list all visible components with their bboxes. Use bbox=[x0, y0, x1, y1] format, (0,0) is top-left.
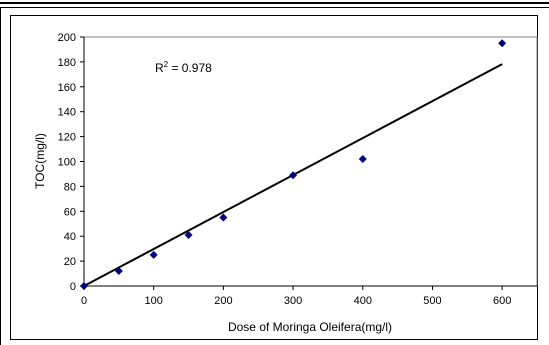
y-tick-label: 80 bbox=[64, 181, 76, 193]
points-group bbox=[80, 39, 507, 290]
x-tick-label: 100 bbox=[145, 295, 163, 307]
plot-area bbox=[83, 36, 538, 287]
axes: 0 20 40 60 80 100 120 140 160 180 200 0 100 200 300 400… bbox=[58, 32, 537, 307]
r-squared-annotation: R2 = 0.978 bbox=[155, 60, 212, 75]
x-tick-label: 0 bbox=[81, 295, 87, 307]
y-axis-title: TOC(mg/l) bbox=[33, 133, 47, 189]
page-left-rule bbox=[0, 8, 1, 345]
x-tick-label: 600 bbox=[493, 295, 511, 307]
data-point bbox=[80, 282, 88, 290]
data-point bbox=[289, 171, 298, 180]
y-tick-label: 40 bbox=[64, 231, 76, 243]
y-tick-label: 100 bbox=[58, 157, 76, 169]
x-axis-title: Dose of Moringa Oleifera(mg/l) bbox=[228, 320, 392, 334]
data-point bbox=[114, 267, 123, 276]
y-tick-label: 60 bbox=[64, 206, 76, 218]
y-tick-label: 120 bbox=[58, 132, 76, 144]
y-tick-label: 160 bbox=[58, 82, 76, 94]
y-tick-label: 0 bbox=[70, 281, 76, 293]
x-tick-label: 400 bbox=[354, 295, 372, 307]
x-tick-label: 500 bbox=[423, 295, 441, 307]
data-point bbox=[184, 230, 193, 239]
page-top-rule-thin bbox=[0, 7, 549, 8]
y-tick-label: 180 bbox=[58, 57, 76, 69]
y-tick-label: 200 bbox=[58, 32, 76, 44]
data-point bbox=[149, 250, 158, 259]
x-tick-label: 300 bbox=[284, 295, 302, 307]
x-tick-label: 200 bbox=[214, 295, 232, 307]
data-point bbox=[219, 213, 228, 222]
data-point bbox=[358, 155, 367, 164]
y-tick-label: 140 bbox=[58, 107, 76, 119]
page-top-rule bbox=[0, 2, 549, 4]
y-tick-label: 20 bbox=[64, 256, 76, 268]
data-point bbox=[498, 39, 507, 48]
